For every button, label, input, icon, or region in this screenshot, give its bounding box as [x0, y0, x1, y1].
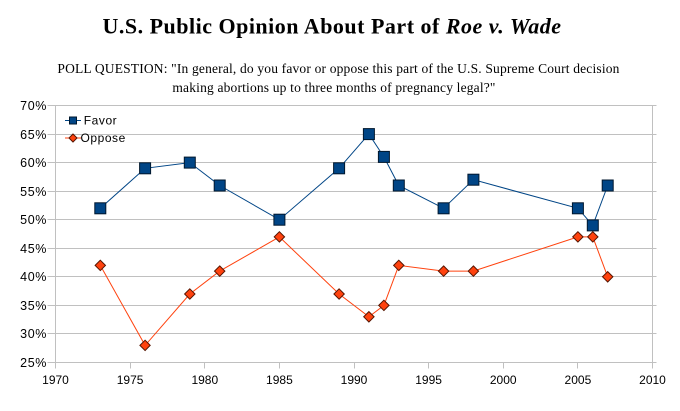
svg-text:50%: 50%: [20, 213, 47, 227]
svg-text:1970: 1970: [42, 373, 69, 387]
svg-text:Favor: Favor: [84, 114, 117, 128]
svg-text:55%: 55%: [20, 185, 47, 199]
svg-text:1975: 1975: [117, 373, 144, 387]
svg-text:60%: 60%: [20, 156, 47, 170]
svg-text:2005: 2005: [565, 373, 592, 387]
svg-text:2010: 2010: [639, 373, 666, 387]
svg-text:30%: 30%: [20, 327, 47, 341]
svg-text:65%: 65%: [20, 128, 47, 142]
svg-text:1980: 1980: [191, 373, 218, 387]
svg-text:making abortions up to three m: making abortions up to three months of p…: [172, 80, 495, 95]
svg-text:1990: 1990: [341, 373, 368, 387]
svg-text:1985: 1985: [266, 373, 293, 387]
svg-text:Oppose: Oppose: [81, 131, 126, 145]
svg-text:U.S. Public Opinion About Part: U.S. Public Opinion About Part of Roe v.…: [102, 14, 561, 39]
svg-text:1995: 1995: [415, 373, 442, 387]
svg-text:45%: 45%: [20, 242, 47, 256]
svg-text:2000: 2000: [490, 373, 517, 387]
svg-text:40%: 40%: [20, 270, 47, 284]
svg-text:35%: 35%: [20, 299, 47, 313]
svg-text:25%: 25%: [20, 356, 47, 370]
svg-text:70%: 70%: [20, 99, 47, 113]
svg-text:POLL QUESTION: "In general, do: POLL QUESTION: "In general, do you favor…: [57, 61, 619, 76]
